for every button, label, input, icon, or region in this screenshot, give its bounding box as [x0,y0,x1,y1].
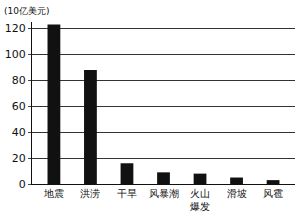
svg-text:(10亿美元): (10亿美元) [4,6,49,16]
svg-text:滑坡: 滑坡 [227,188,247,199]
svg-text:洪涝: 洪涝 [80,188,100,199]
svg-text:80: 80 [12,74,26,87]
svg-text:100: 100 [5,48,26,61]
svg-text:地震: 地震 [43,188,64,199]
svg-text:20: 20 [12,152,26,165]
svg-text:火山爆发: 火山爆发 [190,188,210,212]
svg-text:60: 60 [12,100,26,113]
svg-text:120: 120 [5,22,26,35]
svg-text:0: 0 [19,178,26,191]
svg-text:风暴潮: 风暴潮 [149,188,179,199]
svg-text:40: 40 [12,126,26,139]
svg-text:干旱: 干旱 [117,188,137,199]
svg-text:风雹: 风雹 [263,188,283,199]
